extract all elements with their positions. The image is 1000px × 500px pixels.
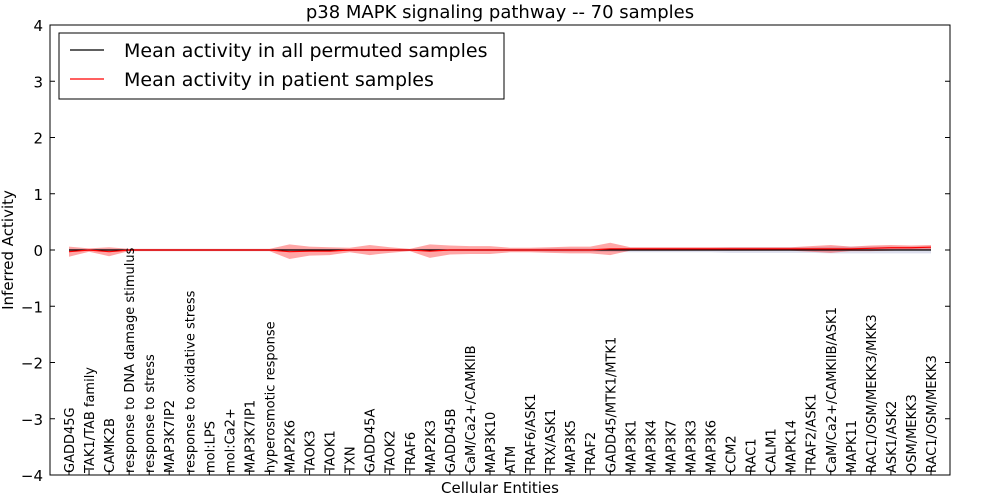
x-category-label: MAP3K7: [664, 420, 679, 473]
x-category-label: TAOK1: [324, 430, 339, 474]
x-category-label: TAOK3: [304, 430, 319, 474]
y-tick-label: 0: [33, 242, 43, 260]
x-category-label: MAP3K10: [484, 412, 499, 473]
y-tick-label: 3: [33, 73, 43, 91]
x-category-label: OSM/MEKK3: [905, 394, 920, 473]
x-axis-label: Cellular Entities: [441, 479, 559, 497]
x-category-label: MAP3K7IP1: [243, 400, 258, 473]
x-category-label: RAC1/OSM/MEKK3/MKK3: [865, 314, 880, 473]
x-category-label: CaM/Ca2+/CAMKIIB/ASK1: [825, 307, 840, 473]
x-category-label: RAC1: [745, 438, 760, 473]
x-category-label: TRX/ASK1: [544, 409, 559, 474]
x-category-label: GADD45B: [444, 409, 459, 473]
x-category-label: MAP2K3: [424, 420, 439, 473]
x-category-label: response to DNA damage stimulus: [123, 247, 138, 473]
x-category-label: TXN: [344, 446, 359, 474]
x-category-label: hyperosmotic response: [263, 321, 278, 473]
x-category-label: MAP3K1: [624, 420, 639, 473]
legend-permuted-label: Mean activity in all permuted samples: [124, 40, 487, 62]
x-category-label: MAP3K5: [564, 420, 579, 473]
legend-box: [58, 32, 505, 100]
x-category-label: MAP3K6: [704, 420, 719, 473]
x-category-label: TAK1/TAB family: [83, 367, 98, 474]
x-category-label: response to stress: [143, 354, 158, 473]
y-tick-label: 2: [33, 130, 43, 148]
y-tick-label: −1: [21, 298, 43, 316]
x-category-label: CCM2: [725, 435, 740, 473]
x-category-label: MAPK14: [785, 420, 800, 473]
x-category-label: CALM1: [765, 428, 780, 473]
y-tick-label: 1: [33, 186, 43, 204]
x-category-label: TRAF2/ASK1: [805, 394, 820, 474]
x-category-label: CaM/Ca2+/CAMKIIB: [464, 345, 479, 473]
x-category-label: response to oxidative stress: [183, 290, 198, 473]
x-category-label: MAP3K7IP2: [163, 400, 178, 473]
x-category-label: ATM: [504, 446, 519, 473]
x-category-label: TAOK2: [384, 430, 399, 474]
x-category-label: GADD45A: [364, 408, 379, 473]
legend: Mean activity in all permuted samples Me…: [58, 32, 505, 100]
y-tick-label: −2: [21, 355, 43, 373]
x-category-label: MAP2K6: [284, 420, 299, 473]
y-tick-label: 4: [33, 17, 43, 35]
x-category-label: MAP3K3: [684, 420, 699, 473]
x-category-label: GADD45/MTK1/MTK1: [604, 337, 619, 473]
x-category-label: RAC1/OSM/MEKK3: [925, 355, 940, 473]
x-category-label: mol:LPS: [203, 421, 218, 473]
legend-patient-label: Mean activity in patient samples: [124, 69, 434, 91]
y-axis-label: Inferred Activity: [0, 190, 17, 310]
chart-title: p38 MAPK signaling pathway -- 70 samples: [306, 2, 694, 23]
patient-mean-line: [68, 246, 932, 253]
y-tick-label: −3: [21, 411, 43, 429]
x-category-label: GADD45G: [63, 407, 78, 473]
x-category-label: TRAF2: [584, 432, 599, 474]
patient-spread-band: [69, 242, 931, 259]
y-tick-label: −4: [21, 467, 43, 485]
plot-area-frame: [49, 24, 951, 476]
x-category-label: mol:Ca2+: [223, 408, 238, 473]
x-category-label: TRAF6: [404, 432, 419, 474]
x-category-label: ASK1/ASK2: [885, 401, 900, 473]
x-category-label: TRAF6/ASK1: [524, 394, 539, 474]
x-category-label: CAMK2B: [103, 418, 118, 473]
x-category-label: MAP3K4: [644, 420, 659, 473]
x-category-label: MAPK11: [845, 420, 860, 473]
